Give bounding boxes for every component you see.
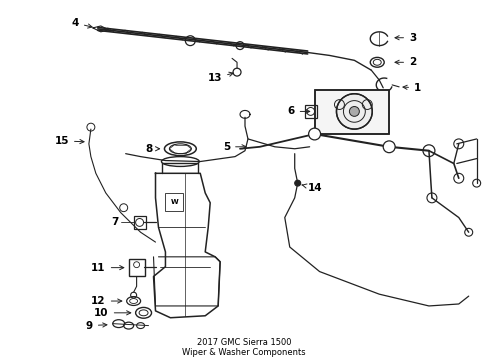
- Text: 11: 11: [91, 263, 123, 273]
- Text: 9: 9: [85, 321, 107, 330]
- Polygon shape: [153, 173, 220, 318]
- Bar: [314, 90, 388, 134]
- Text: W: W: [170, 199, 178, 205]
- Text: 13: 13: [207, 72, 233, 83]
- Text: 8: 8: [145, 144, 159, 154]
- Text: 3: 3: [394, 33, 415, 43]
- Text: 14: 14: [302, 183, 322, 193]
- Circle shape: [349, 107, 359, 116]
- Circle shape: [294, 180, 300, 186]
- Text: 2017 GMC Sierra 1500
Wiper & Washer Components: 2017 GMC Sierra 1500 Wiper & Washer Comp…: [182, 338, 305, 357]
- Circle shape: [308, 128, 320, 140]
- Text: 4: 4: [71, 18, 92, 28]
- Bar: [165, 193, 183, 211]
- Bar: [133, 216, 145, 229]
- Text: 1: 1: [402, 83, 421, 93]
- Bar: [304, 104, 316, 118]
- Bar: [314, 90, 388, 134]
- Text: 5: 5: [223, 142, 245, 152]
- Text: 15: 15: [54, 136, 84, 146]
- Circle shape: [383, 141, 394, 153]
- Circle shape: [336, 94, 371, 129]
- Text: 2: 2: [394, 57, 415, 67]
- Text: 12: 12: [91, 296, 122, 306]
- Text: 7: 7: [111, 217, 119, 228]
- Text: 10: 10: [94, 308, 130, 318]
- Bar: [128, 259, 144, 276]
- Text: 6: 6: [287, 107, 309, 116]
